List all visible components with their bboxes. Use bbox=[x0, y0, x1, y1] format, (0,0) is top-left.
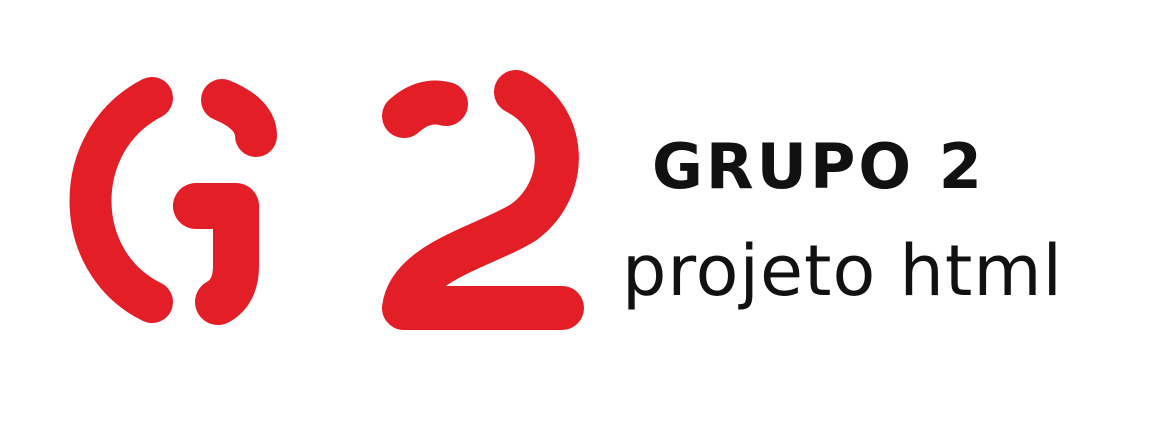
letter-g-icon bbox=[69, 77, 277, 325]
digit-two-icon bbox=[382, 70, 584, 330]
brand-title: GRUPO 2 bbox=[652, 130, 985, 203]
brand-subtitle: projeto html bbox=[622, 230, 1063, 312]
